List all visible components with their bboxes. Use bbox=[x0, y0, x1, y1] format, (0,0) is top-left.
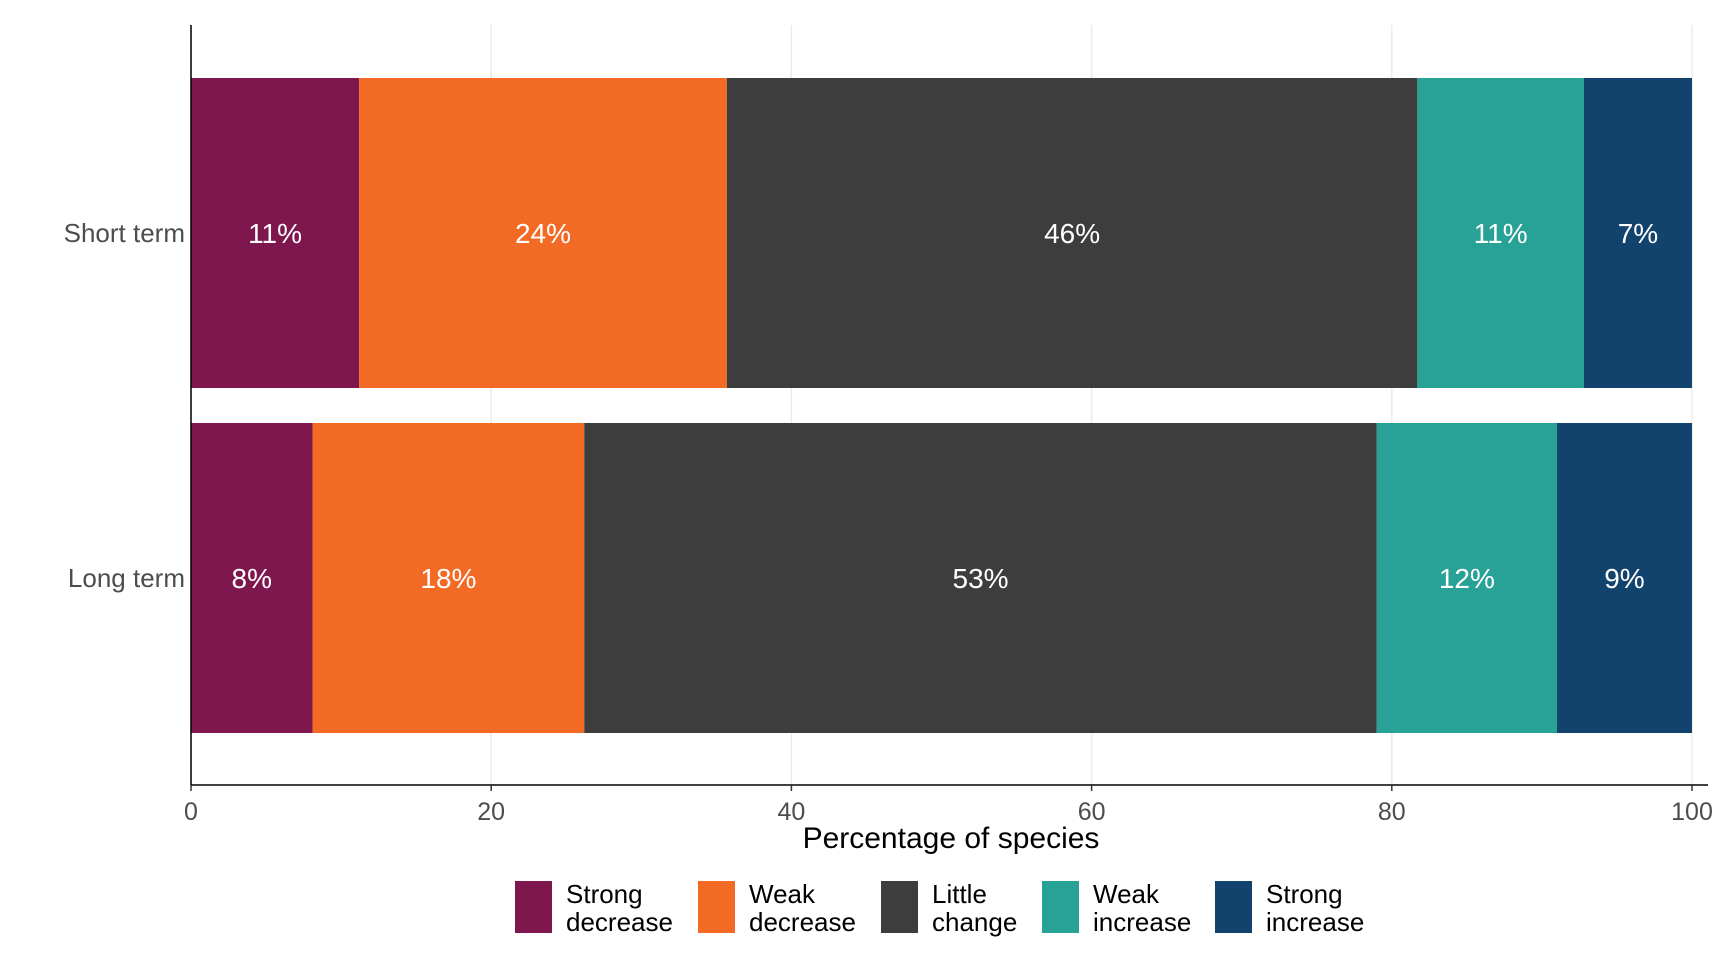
data-label: 11% bbox=[1474, 218, 1528, 249]
x-tick-label: 80 bbox=[1378, 798, 1406, 826]
x-tick-label: 20 bbox=[477, 798, 505, 826]
data-label: 18% bbox=[420, 563, 476, 594]
legend-swatch bbox=[881, 881, 918, 933]
legend-swatch bbox=[1042, 881, 1079, 933]
bar-segment bbox=[312, 423, 585, 733]
x-tick-label: 60 bbox=[1078, 798, 1106, 826]
legend-label: Weak bbox=[749, 879, 816, 909]
axes bbox=[190, 25, 1708, 786]
bar-segment bbox=[1583, 78, 1692, 388]
legend-swatch bbox=[698, 881, 735, 933]
data-label: 9% bbox=[1604, 563, 1644, 594]
legend-label: decrease bbox=[749, 907, 856, 937]
data-label: 46% bbox=[1044, 218, 1100, 249]
legend-label: increase bbox=[1093, 907, 1191, 937]
x-axis-ticks: 0 20 40 60 80 100 bbox=[184, 785, 1713, 826]
bar-data-labels: 11% 24% 46% 11% 7% 8% 18% 53% 12% 9% bbox=[232, 218, 1659, 594]
y-category-label: Long term bbox=[68, 563, 185, 593]
bar-segment bbox=[191, 423, 313, 733]
legend-label: change bbox=[932, 907, 1017, 937]
bars bbox=[191, 78, 1692, 733]
data-label: 11% bbox=[248, 218, 302, 249]
legend-swatch bbox=[1215, 881, 1252, 933]
data-label: 8% bbox=[232, 563, 272, 594]
x-tick-label: 0 bbox=[184, 798, 198, 826]
bar-segment bbox=[726, 78, 1418, 388]
data-label: 7% bbox=[1618, 218, 1658, 249]
x-axis-title: Percentage of species bbox=[803, 822, 1100, 855]
legend-label: Little bbox=[932, 879, 987, 909]
y-axis-category-labels: Short term Long term bbox=[64, 218, 185, 593]
bar-segment bbox=[1376, 423, 1557, 733]
bar-segment bbox=[584, 423, 1377, 733]
legend-swatch bbox=[515, 881, 552, 933]
bar-segment bbox=[1556, 423, 1692, 733]
x-tick-label: 100 bbox=[1671, 798, 1713, 826]
data-label: 12% bbox=[1439, 563, 1495, 594]
legend: StrongdecreaseWeakdecreaseLittlechangeWe… bbox=[515, 879, 1364, 937]
bar-segment bbox=[1417, 78, 1584, 388]
bar-segment bbox=[191, 78, 360, 388]
legend-label: Strong bbox=[1266, 879, 1343, 909]
data-label: 24% bbox=[515, 218, 571, 249]
x-tick-label: 40 bbox=[777, 798, 805, 826]
legend-label: decrease bbox=[566, 907, 673, 937]
y-category-label: Short term bbox=[64, 218, 185, 248]
data-label: 53% bbox=[953, 563, 1009, 594]
legend-label: Weak bbox=[1093, 879, 1160, 909]
bar-segment bbox=[359, 78, 727, 388]
legend-label: Strong bbox=[566, 879, 643, 909]
legend-label: increase bbox=[1266, 907, 1364, 937]
